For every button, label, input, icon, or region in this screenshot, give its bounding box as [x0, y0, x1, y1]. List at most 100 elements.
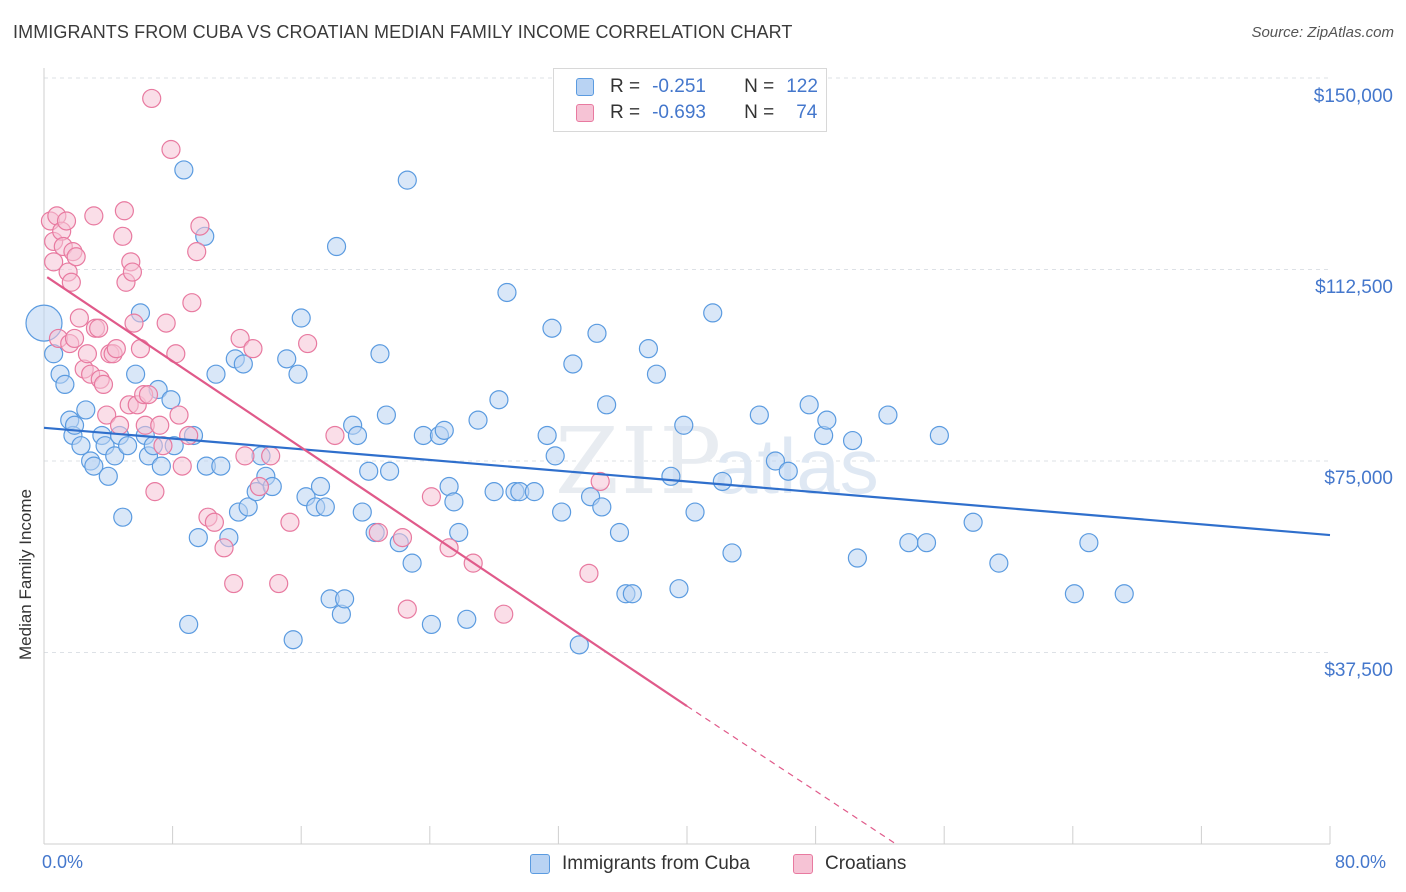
- data-point: [545, 446, 565, 466]
- bottom-legend-croatians: Croatians: [793, 852, 906, 876]
- data-point: [380, 461, 400, 481]
- data-point: [468, 410, 488, 430]
- data-point: [685, 502, 705, 522]
- series-croatians-points: [40, 88, 610, 624]
- legend-row-cuba: R = -0.251 N = 122: [576, 75, 818, 99]
- data-point: [413, 425, 433, 446]
- source-label: Source: ZipAtlas.com: [1251, 24, 1394, 41]
- data-point: [233, 354, 253, 374]
- data-point: [1064, 584, 1085, 604]
- data-point: [347, 425, 368, 446]
- data-point: [847, 548, 867, 568]
- data-point: [712, 471, 732, 492]
- data-point: [434, 420, 454, 440]
- data-point: [122, 262, 143, 282]
- data-point: [138, 385, 159, 405]
- data-point: [590, 471, 610, 492]
- legend-r-value: -0.251: [652, 76, 706, 97]
- data-point: [89, 318, 109, 338]
- data-point: [669, 579, 689, 599]
- data-point: [105, 446, 125, 466]
- data-point: [145, 482, 165, 502]
- y-axis-label: Median Family Income: [16, 488, 35, 660]
- data-point: [842, 430, 863, 451]
- data-point: [224, 573, 244, 594]
- x-tick-label-max: 80.0%: [1335, 852, 1387, 872]
- data-point: [156, 313, 176, 333]
- data-point: [211, 456, 231, 476]
- data-point: [484, 482, 504, 502]
- correlation-legend: R = -0.251 N = 122 R = -0.693 N = 74: [553, 68, 827, 132]
- data-point: [963, 512, 983, 532]
- data-point: [283, 630, 303, 650]
- data-point: [929, 425, 949, 446]
- data-point: [335, 589, 355, 609]
- y-tick-label: $37,500: [1324, 660, 1393, 681]
- data-point: [370, 344, 390, 364]
- data-point: [765, 451, 786, 471]
- data-point: [84, 456, 104, 476]
- legend-row-croatians: R = -0.693 N = 74: [576, 101, 817, 125]
- data-point: [106, 339, 126, 359]
- data-point: [291, 308, 311, 328]
- data-point: [494, 604, 514, 624]
- legend-r-label: R =: [610, 102, 641, 123]
- data-point: [587, 323, 607, 343]
- data-point: [64, 328, 85, 349]
- data-point: [66, 247, 86, 267]
- trend-line-croatians-extension: [686, 705, 897, 845]
- legend-swatch-blue: [576, 78, 594, 96]
- data-point: [497, 282, 517, 303]
- data-point: [71, 436, 91, 456]
- data-point: [269, 573, 289, 594]
- legend-r-label: R =: [610, 76, 641, 97]
- data-point: [537, 425, 557, 446]
- data-point: [722, 543, 742, 563]
- data-point: [899, 533, 919, 553]
- data-point: [179, 614, 199, 635]
- data-point: [359, 461, 379, 481]
- watermark-zip: ZIP: [555, 408, 723, 515]
- data-point: [397, 599, 417, 619]
- data-point: [172, 456, 192, 476]
- bottom-legend-swatch-blue: [530, 854, 550, 874]
- data-point: [609, 522, 630, 543]
- data-point: [93, 374, 114, 394]
- data-point: [1079, 533, 1099, 553]
- y-tick-label: $112,500: [1315, 277, 1393, 298]
- data-point: [169, 405, 189, 425]
- data-point: [421, 487, 442, 507]
- data-point: [592, 497, 612, 517]
- data-point: [235, 446, 255, 466]
- legend-r-value: -0.693: [652, 102, 706, 123]
- data-point: [989, 553, 1009, 573]
- data-point: [150, 415, 170, 435]
- data-point: [124, 313, 144, 333]
- data-point: [142, 88, 162, 109]
- data-point: [179, 425, 199, 446]
- data-point: [84, 206, 104, 226]
- data-point: [352, 502, 372, 522]
- data-point: [1114, 584, 1134, 604]
- data-point: [55, 374, 75, 394]
- data-point: [109, 415, 130, 435]
- data-point: [376, 405, 396, 425]
- data-point: [56, 211, 77, 231]
- legend-n-label: N =: [744, 76, 775, 97]
- bottom-legend-cuba: Immigrants from Cuba: [530, 852, 750, 876]
- data-point: [298, 333, 318, 354]
- data-point: [563, 354, 583, 374]
- data-point: [449, 522, 469, 543]
- data-point: [916, 533, 937, 553]
- data-point: [817, 410, 837, 430]
- data-point: [622, 584, 642, 604]
- data-point: [326, 236, 347, 257]
- data-point: [69, 308, 89, 328]
- data-point: [646, 364, 667, 384]
- trend-lines: [43, 276, 1331, 845]
- legend-n-label: N =: [744, 102, 775, 123]
- bottom-legend-label: Croatians: [825, 853, 907, 874]
- axes: [43, 68, 1331, 845]
- legend-n-value: 74: [796, 102, 818, 123]
